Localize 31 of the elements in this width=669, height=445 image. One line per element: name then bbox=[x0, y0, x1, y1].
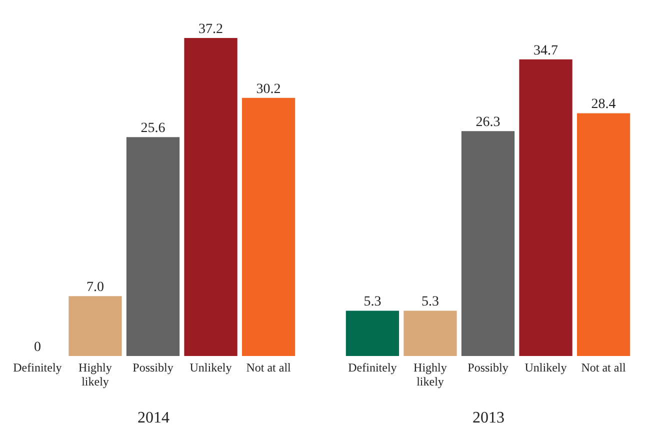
bar bbox=[184, 38, 238, 356]
x-tick-label: Definitely bbox=[348, 360, 397, 374]
bar bbox=[126, 137, 180, 356]
data-label: 7.0 bbox=[86, 280, 104, 296]
bar bbox=[519, 59, 572, 356]
data-label: 28.4 bbox=[591, 97, 616, 112]
x-tick-label: Highly likely bbox=[78, 360, 112, 388]
bar bbox=[68, 296, 122, 356]
bar bbox=[242, 98, 296, 356]
bar bbox=[576, 113, 630, 356]
x-tick-label: Highly likely bbox=[414, 360, 447, 388]
x-tick-label: Definitely bbox=[13, 360, 62, 374]
data-label: 0 bbox=[34, 340, 41, 355]
data-label: 37.2 bbox=[198, 22, 224, 37]
x-tick-label: Unlikely bbox=[524, 360, 567, 374]
x-tick-label: Not at all bbox=[246, 360, 292, 374]
data-label: 5.3 bbox=[421, 294, 439, 310]
bar bbox=[461, 131, 515, 356]
data-label: 34.7 bbox=[534, 43, 558, 58]
x-tick-label: Possibly bbox=[468, 360, 508, 374]
x-tick-label: Unlikely bbox=[190, 360, 232, 374]
data-label: 26.3 bbox=[476, 115, 500, 130]
x-axis-title: 2014 bbox=[138, 410, 170, 426]
bar bbox=[404, 310, 457, 356]
data-label: 5.3 bbox=[364, 294, 382, 310]
x-axis-title: 2013 bbox=[472, 410, 504, 426]
x-tick-label: Possibly bbox=[132, 360, 174, 374]
data-label: 30.2 bbox=[256, 82, 281, 97]
data-label: 25.6 bbox=[140, 121, 166, 136]
bar bbox=[346, 310, 400, 356]
x-tick-label: Not at all bbox=[581, 360, 627, 374]
